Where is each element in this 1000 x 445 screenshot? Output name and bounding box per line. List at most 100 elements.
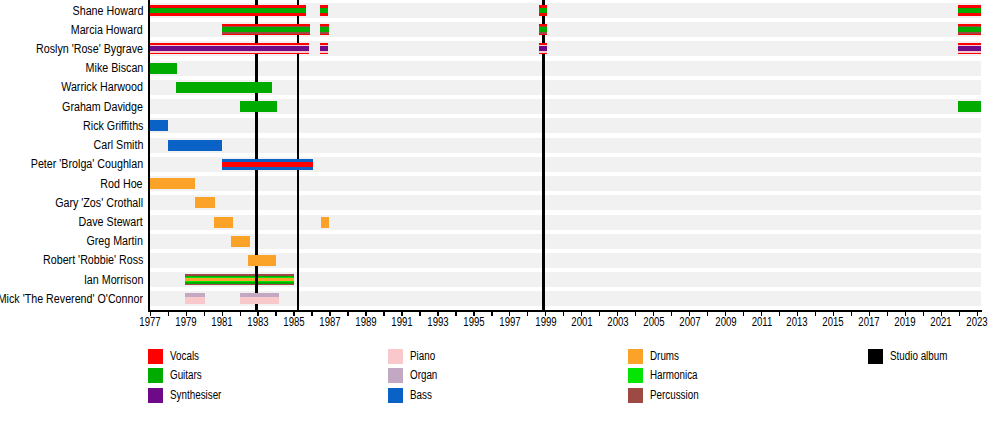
x-axis-tick <box>527 312 528 317</box>
legend-swatch-synthesiser <box>148 388 163 403</box>
x-axis-tick-label: 1983 <box>242 315 273 329</box>
member-period-bar <box>958 24 981 35</box>
x-axis-tick-label: 2015 <box>818 315 849 329</box>
x-axis-tick <box>491 312 492 317</box>
legend-swatch-studio-album <box>868 349 883 364</box>
x-axis-tick <box>240 312 241 317</box>
member-period-bar <box>168 140 222 151</box>
row-background <box>148 176 981 191</box>
instrument-stripe-bass <box>150 120 168 131</box>
member-period-bar <box>185 293 205 304</box>
instrument-stripe-drums <box>195 197 215 208</box>
band-members-timeline-chart: Shane Howard Marcia Howard Roslyn 'Rose' B… <box>0 0 1000 445</box>
instrument-stripe-drums <box>321 217 329 228</box>
x-axis-tick <box>671 312 672 317</box>
x-axis-tick <box>923 312 924 317</box>
x-axis-tick-label: 2013 <box>782 315 813 329</box>
instrument-stripe-guitars <box>958 101 981 112</box>
member-name-text: Ian Morrison <box>84 273 143 287</box>
member-name: Peter 'Brolga' Coughlan <box>0 157 143 171</box>
legend-label-synthesiser: Synthesiser <box>170 388 221 403</box>
legend-swatch-piano <box>388 349 403 364</box>
member-period-bar <box>185 274 294 285</box>
instrument-stripe-drums <box>150 178 195 189</box>
legend-label-vocals: Vocals <box>170 349 199 364</box>
x-axis-tick-label: 1997 <box>494 315 525 329</box>
x-axis-tick <box>204 312 205 317</box>
member-name: Ian Morrison <box>0 273 143 287</box>
instrument-stripe-guitars <box>320 8 328 13</box>
member-period-bar <box>958 5 981 16</box>
member-name-text: Warrick Harwood <box>61 80 143 94</box>
x-axis-line <box>148 310 982 312</box>
member-period-bar <box>320 24 329 35</box>
row-background <box>148 80 981 95</box>
member-period-bar <box>958 43 981 54</box>
x-axis-tick-label: 1981 <box>207 315 238 329</box>
member-name: Mick 'The Reverend' O'Connor <box>0 292 143 306</box>
instrument-stripe-piano <box>185 297 205 304</box>
member-name: Greg Martin <box>0 234 143 248</box>
x-axis-tick <box>599 312 600 317</box>
member-name: Gary 'Zos' Crothall <box>0 196 143 210</box>
y-axis-line <box>148 0 150 312</box>
member-period-bar <box>214 217 233 228</box>
x-axis-tick <box>311 312 312 317</box>
instrument-stripe-vocals <box>222 162 313 167</box>
member-name: Mike Biscan <box>0 61 143 75</box>
legend-swatch-guitars <box>148 368 163 383</box>
row-background <box>148 234 981 249</box>
member-period-bar <box>231 236 250 247</box>
member-period-bar <box>222 159 313 170</box>
instrument-stripe-guitars <box>958 8 981 13</box>
x-axis-tick <box>959 312 960 317</box>
x-axis-tick <box>779 312 780 317</box>
member-name-text: Greg Martin <box>87 234 143 248</box>
member-name: Dave Stewart <box>0 215 143 229</box>
member-period-bar <box>240 101 277 112</box>
legend-label-bass: Bass <box>410 388 432 403</box>
member-period-bar <box>176 82 272 93</box>
x-axis-tick-label: 1993 <box>422 315 453 329</box>
instrument-stripe-synthesiser <box>958 46 981 51</box>
instrument-stripe-synthesiser <box>539 46 547 51</box>
legend-swatch-drums <box>628 349 643 364</box>
member-period-bar <box>320 43 328 54</box>
member-name-text: Gary 'Zos' Crothall <box>55 196 143 210</box>
x-axis-tick <box>851 312 852 317</box>
x-axis-tick <box>168 312 169 317</box>
member-name: Graham Davidge <box>0 100 143 114</box>
legend-swatch-bass <box>388 388 403 403</box>
member-period-bar <box>539 5 547 16</box>
instrument-stripe-synthesiser <box>320 46 328 51</box>
member-period-bar <box>248 255 276 266</box>
instrument-stripe-drums <box>248 255 276 266</box>
member-name: Rick Griffiths <box>0 119 143 133</box>
member-name-text: Rod Hoe <box>101 177 143 191</box>
member-period-bar <box>321 217 329 228</box>
member-name-text: Robert 'Robbie' Ross <box>43 253 143 267</box>
legend-swatch-vocals <box>148 349 163 364</box>
x-axis-tick-label: 2003 <box>602 315 633 329</box>
member-name-text: Roslyn 'Rose' Bygrave <box>36 42 143 56</box>
x-axis-tick-label: 2017 <box>854 315 885 329</box>
instrument-stripe-drums <box>185 278 294 281</box>
instrument-stripe-piano <box>240 297 279 304</box>
member-period-bar <box>958 101 981 112</box>
x-axis-tick-label: 1999 <box>530 315 561 329</box>
member-name-text: Peter 'Brolga' Coughlan <box>31 157 143 171</box>
member-name-text: Marcia Howard <box>71 23 143 37</box>
instrument-stripe-guitars <box>539 27 547 32</box>
member-name: Shane Howard <box>0 4 143 18</box>
row-background <box>148 215 981 230</box>
x-axis-tick <box>563 312 564 317</box>
member-name: Carl Smith <box>0 138 143 152</box>
instrument-stripe-guitars <box>176 82 272 93</box>
legend-label-guitars: Guitars <box>170 368 202 383</box>
member-period-bar <box>320 5 328 16</box>
x-axis-tick-label: 2011 <box>746 315 777 329</box>
x-axis-tick-label: 1987 <box>314 315 345 329</box>
x-axis-tick <box>887 312 888 317</box>
row-background <box>148 195 981 210</box>
member-name-text: Graham Davidge <box>62 100 143 114</box>
